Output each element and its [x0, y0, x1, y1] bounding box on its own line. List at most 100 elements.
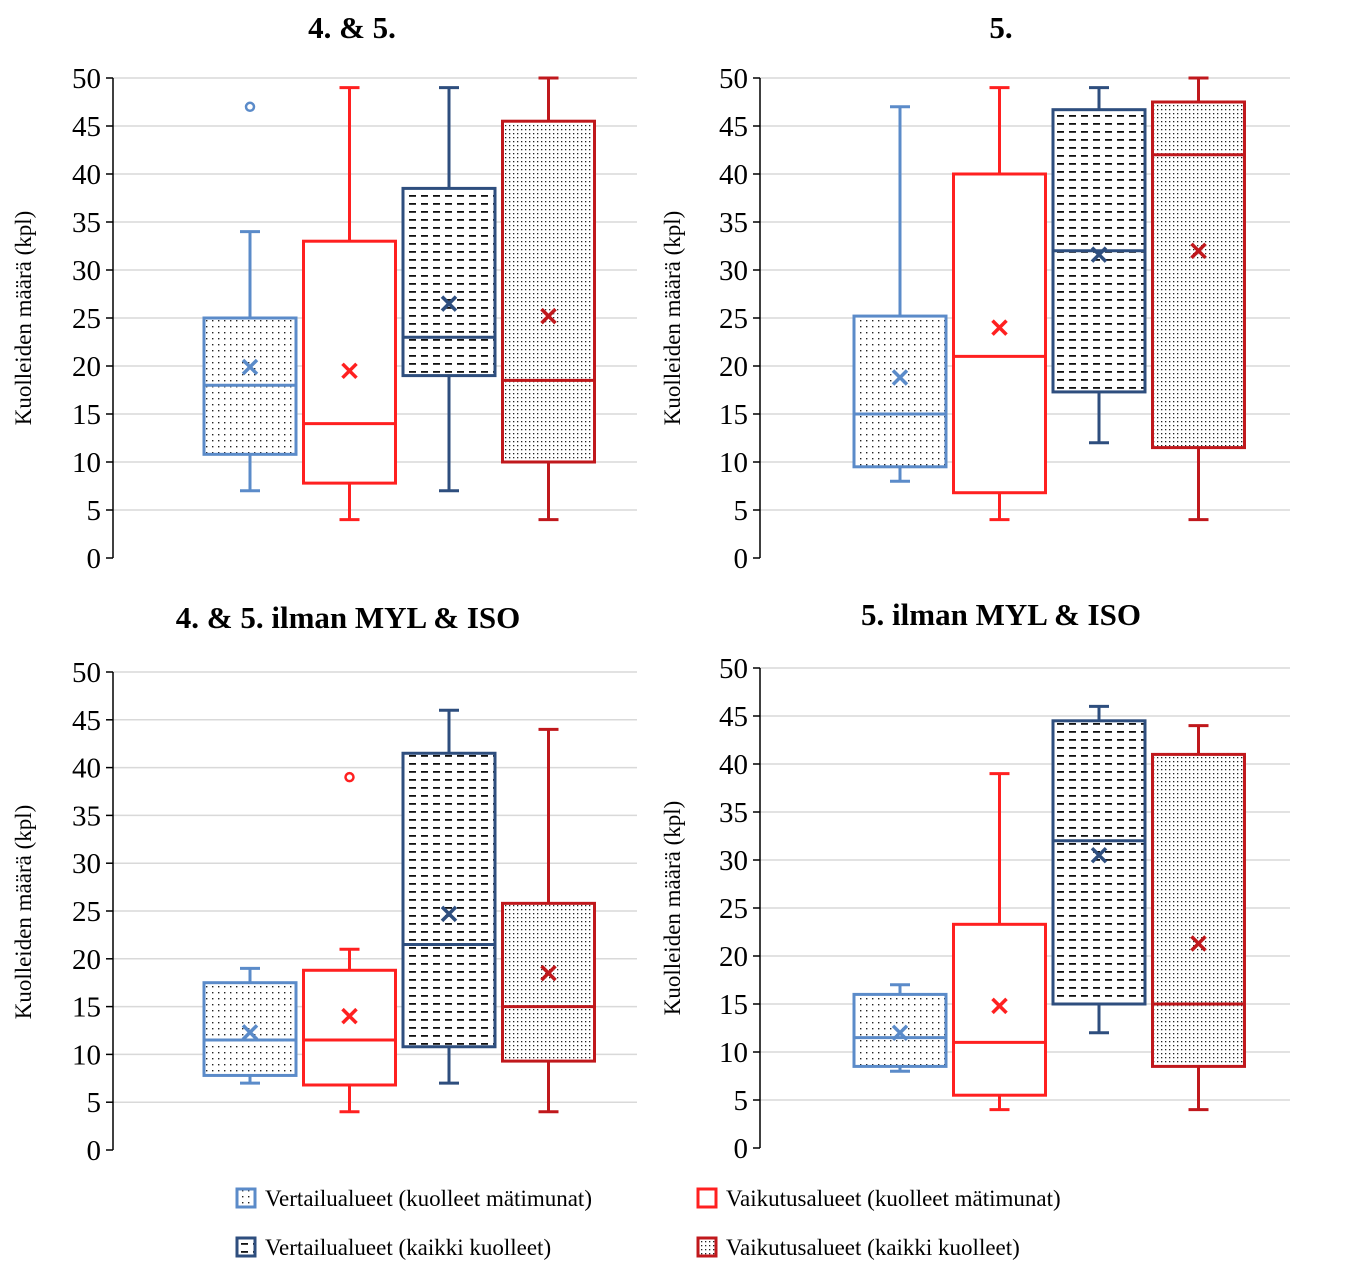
- chart-panel-4-5-ilman-myl-iso: 4. & 5. ilman MYL & ISO Kuolleiden määrä…: [11, 600, 637, 1167]
- y-tick-label: 25: [72, 896, 101, 928]
- iqr-box: [302, 968, 397, 1087]
- mean-stroke: [991, 997, 1008, 1015]
- box-vert-matimunat: [202, 101, 298, 493]
- y-tick-label: 35: [719, 797, 748, 829]
- mean-stroke: [440, 295, 458, 312]
- plot-area: 0 5 10 15 20 25 30 35 40 45 50: [72, 657, 637, 1167]
- mean-stroke: [891, 1024, 909, 1042]
- mean-stroke: [241, 358, 259, 376]
- y-tick-label: 0: [87, 1135, 102, 1167]
- y-tick-label: 0: [734, 1133, 749, 1165]
- y-tick-label: 15: [719, 399, 748, 431]
- iqr-box: [401, 751, 497, 1049]
- box-vaik-matimunat: [952, 772, 1047, 1112]
- box-vert-matimunat: [202, 966, 298, 1085]
- mean-marker: [540, 964, 557, 982]
- iqr-box: [1051, 719, 1147, 1006]
- y-tick-label: 40: [72, 753, 101, 785]
- y-axis-label: Kuolleiden määrä (kpl): [660, 211, 685, 426]
- y-tick-label: 50: [72, 657, 101, 689]
- legend: Vertailualueet (kuolleet mätimunat) Vaik…: [235, 1186, 1061, 1260]
- chart-panel-5: 5. Kuolleiden määrä (kpl) 0 5 10 15 20 25 30 35…: [660, 10, 1290, 575]
- mean-marker: [1190, 935, 1207, 952]
- box-vaik-kaikki: [501, 76, 596, 522]
- y-tick-label: 15: [72, 992, 101, 1024]
- mean-marker: [341, 362, 358, 380]
- y-tick-label: 45: [719, 111, 748, 143]
- mean-marker: [991, 997, 1008, 1015]
- legend-label: Vaikutusalueet (kuolleet mätimunat): [726, 1186, 1061, 1211]
- mean-marker: [991, 319, 1008, 336]
- box-vaik-kaikki: [1151, 724, 1246, 1112]
- y-tick-label: 45: [719, 701, 748, 733]
- legend-swatch: [696, 1187, 718, 1209]
- mean-stroke: [241, 1024, 259, 1041]
- y-tick-label: 20: [72, 944, 101, 976]
- iqr-box: [952, 172, 1047, 495]
- mean-stroke: [1090, 846, 1108, 864]
- mean-stroke: [991, 319, 1008, 336]
- mean-marker: [891, 369, 909, 386]
- mean-marker: [1090, 246, 1108, 263]
- y-tick-label: 35: [719, 207, 748, 239]
- box-vert-matimunat: [852, 105, 948, 483]
- y-tick-label: 0: [734, 543, 749, 575]
- mean-stroke: [341, 1007, 358, 1025]
- box-vaik-matimunat: [302, 771, 397, 1114]
- y-tick-label: 40: [72, 159, 101, 191]
- mean-stroke: [1090, 246, 1108, 263]
- y-axis-label: Kuolleiden määrä (kpl): [11, 211, 36, 426]
- legend-label: Vertailualueet (kuolleet mätimunat): [265, 1186, 592, 1211]
- chart-panel-4-5: 4. & 5. Kuolleiden määrä (kpl) 0 5 10 15 20 2…: [11, 10, 637, 575]
- iqr-box: [952, 922, 1047, 1097]
- y-tick-label: 25: [72, 303, 101, 335]
- mean-marker: [1090, 846, 1108, 864]
- outlier-point: [244, 101, 256, 113]
- iqr-box: [401, 186, 497, 378]
- y-tick-label: 30: [719, 845, 748, 877]
- y-tick-label: 50: [719, 63, 748, 95]
- iqr-box: [1151, 752, 1246, 1068]
- box-vert-matimunat: [852, 983, 948, 1073]
- legend-label: Vertailualueet (kaikki kuolleet): [265, 1235, 551, 1260]
- y-tick-label: 30: [72, 848, 101, 880]
- mean-marker: [440, 295, 458, 312]
- y-tick-label: 0: [87, 543, 102, 575]
- mean-stroke: [540, 307, 557, 325]
- mean-marker: [241, 358, 259, 376]
- y-tick-label: 20: [719, 941, 748, 973]
- y-tick-label: 45: [72, 705, 101, 737]
- box-vert-kaikki: [1051, 86, 1147, 445]
- box-vaik-kaikki: [1151, 76, 1246, 522]
- iqr-box: [1151, 100, 1246, 450]
- legend-swatch: [235, 1187, 257, 1209]
- plot-area: 0 5 10 15 20 25 30 35 40 45 50: [719, 63, 1290, 575]
- y-tick-label: 5: [87, 1087, 102, 1119]
- iqr-box: [302, 239, 397, 485]
- y-tick-label: 25: [719, 893, 748, 925]
- y-tick-label: 20: [72, 351, 101, 383]
- mean-stroke: [1190, 242, 1207, 260]
- legend-swatch: [235, 1236, 257, 1258]
- y-tick-label: 35: [72, 207, 101, 239]
- plot-area: 0 5 10 15 20 25 30 35 40 45 50: [719, 653, 1290, 1165]
- legend-label: Vaikutusalueet (kaikki kuolleet): [726, 1235, 1020, 1260]
- y-tick-label: 50: [72, 63, 101, 95]
- legend-item: Vaikutusalueet (kuolleet mätimunat): [696, 1186, 1061, 1211]
- mean-marker: [440, 905, 458, 923]
- y-tick-label: 10: [719, 1037, 748, 1069]
- plot-area: 0 5 10 15 20 25 30 35 40 45 50: [72, 63, 637, 575]
- iqr-box: [501, 119, 596, 464]
- y-tick-label: 10: [719, 447, 748, 479]
- y-tick-label: 5: [734, 1085, 749, 1117]
- y-axis-label: Kuolleiden määrä (kpl): [660, 801, 685, 1016]
- mean-marker: [891, 1024, 909, 1042]
- iqr-box: [202, 981, 298, 1077]
- mean-marker: [341, 1007, 358, 1025]
- y-tick-label: 15: [719, 989, 748, 1021]
- y-tick-label: 30: [72, 255, 101, 287]
- legend-item: Vaikutusalueet (kaikki kuolleet): [696, 1235, 1020, 1260]
- mean-stroke: [1190, 935, 1207, 952]
- y-tick-label: 45: [72, 111, 101, 143]
